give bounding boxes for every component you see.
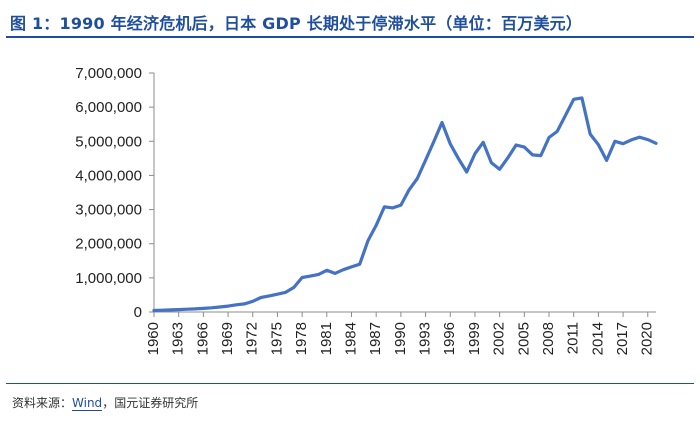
x-tick-label: 2014 — [589, 322, 606, 355]
y-axis: 0 1,000,000 2,000,000 3,000,000 4,000,000 5,0… — [75, 65, 155, 321]
series-line-gdp — [152, 96, 658, 313]
x-tick-label: 2008 — [540, 322, 557, 355]
source-suffix: ，国元证券研究所 — [102, 396, 199, 410]
x-tick-label: 2020 — [639, 322, 656, 355]
x-tick-label: 1996 — [441, 322, 458, 355]
x-tick-label: 1960 — [145, 322, 162, 355]
y-tick-label: 2,000,000 — [75, 236, 142, 253]
title-bar: 图 1：1990 年经济危机后，日本 GDP 长期处于停滞水平（单位：百万美元） — [6, 4, 694, 38]
y-tick-label: 5,000,000 — [75, 133, 142, 150]
y-tick-label: 6,000,000 — [75, 99, 142, 116]
y-tick-label: 7,000,000 — [75, 65, 142, 82]
x-tick-label: 1969 — [219, 322, 236, 355]
x-tick-label: 1987 — [367, 322, 384, 355]
chart-title: 图 1：1990 年经济危机后，日本 GDP 长期处于停滞水平（单位：百万美元） — [10, 14, 583, 33]
footer-divider — [6, 383, 694, 384]
x-tick-label: 1963 — [170, 322, 187, 355]
x-tick-label: 1981 — [318, 322, 335, 355]
x-tick-label: 1972 — [244, 322, 261, 355]
x-tick-label: 1984 — [342, 322, 359, 355]
x-tick-label: 2002 — [491, 322, 508, 355]
x-tick-label: 1975 — [268, 322, 285, 355]
x-tick-label: 1990 — [392, 322, 409, 355]
x-tick-label: 1978 — [293, 322, 310, 355]
source-wind-link[interactable]: Wind — [72, 396, 103, 411]
source-note: 资料来源：Wind，国元证券研究所 — [12, 394, 198, 411]
source-prefix: 资料来源： — [12, 396, 73, 410]
y-tick-label: 3,000,000 — [75, 202, 142, 219]
y-tick-label: 0 — [134, 304, 142, 321]
x-tick-label: 2017 — [614, 322, 631, 355]
y-tick-label: 4,000,000 — [75, 167, 142, 184]
x-tick-label: 2005 — [515, 322, 532, 355]
x-tick-label: 2011 — [565, 322, 582, 354]
x-axis: 1960 1963 1966 1969 1972 1975 1978 1981 1984 1987… — [145, 311, 656, 355]
series-layer — [152, 96, 658, 313]
x-tick-label: 1966 — [194, 322, 211, 355]
y-tick-label: 1,000,000 — [75, 270, 142, 287]
x-tick-label: 1999 — [466, 322, 483, 355]
x-tick-label: 1993 — [417, 322, 434, 355]
